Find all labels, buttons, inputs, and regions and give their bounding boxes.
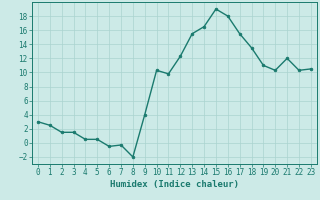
- X-axis label: Humidex (Indice chaleur): Humidex (Indice chaleur): [110, 180, 239, 189]
